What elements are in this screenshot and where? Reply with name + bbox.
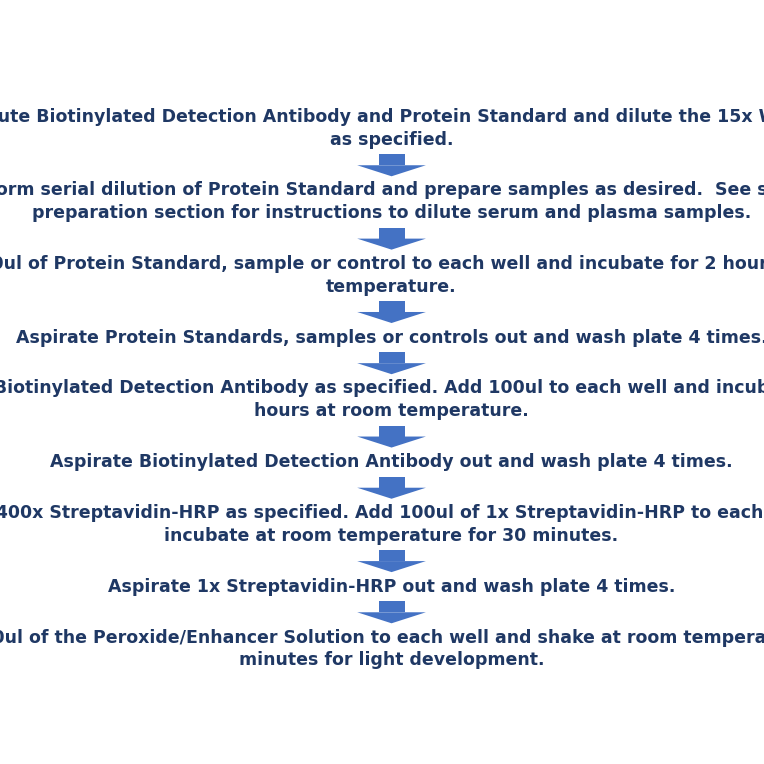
Text: Aspirate Protein Standards, samples or controls out and wash plate 4 times.: Aspirate Protein Standards, samples or c… — [16, 329, 764, 347]
Text: Dilute 400x Streptavidin-HRP as specified. Add 100ul of 1x Streptavidin-HRP to e: Dilute 400x Streptavidin-HRP as specifie… — [0, 504, 764, 545]
Polygon shape — [378, 477, 405, 487]
Polygon shape — [378, 301, 405, 312]
Polygon shape — [358, 165, 426, 176]
Polygon shape — [358, 436, 426, 448]
Text: Reconstitute Biotinylated Detection Antibody and Protein Standard and dilute the: Reconstitute Biotinylated Detection Anti… — [0, 108, 764, 149]
Text: Add 100ul of Protein Standard, sample or control to each well and incubate for 2: Add 100ul of Protein Standard, sample or… — [0, 255, 764, 296]
Polygon shape — [358, 612, 426, 623]
Polygon shape — [358, 238, 426, 250]
Polygon shape — [378, 601, 405, 612]
Text: Dilute Biotinylated Detection Antibody as specified. Add 100ul to each well and : Dilute Biotinylated Detection Antibody a… — [0, 380, 764, 420]
Text: Add 100ul of the Peroxide/Enhancer Solution to each well and shake at room tempe: Add 100ul of the Peroxide/Enhancer Solut… — [0, 629, 764, 669]
Polygon shape — [358, 363, 426, 374]
Polygon shape — [378, 426, 405, 436]
Text: Perform serial dilution of Protein Standard and prepare samples as desired.  See: Perform serial dilution of Protein Stand… — [0, 182, 764, 222]
Polygon shape — [358, 312, 426, 323]
Polygon shape — [358, 487, 426, 499]
Polygon shape — [378, 550, 405, 561]
Polygon shape — [358, 561, 426, 572]
Text: Aspirate Biotinylated Detection Antibody out and wash plate 4 times.: Aspirate Biotinylated Detection Antibody… — [50, 453, 733, 471]
Text: Aspirate 1x Streptavidin-HRP out and wash plate 4 times.: Aspirate 1x Streptavidin-HRP out and was… — [108, 578, 675, 596]
Polygon shape — [378, 154, 405, 165]
Polygon shape — [378, 352, 405, 363]
Polygon shape — [378, 228, 405, 238]
